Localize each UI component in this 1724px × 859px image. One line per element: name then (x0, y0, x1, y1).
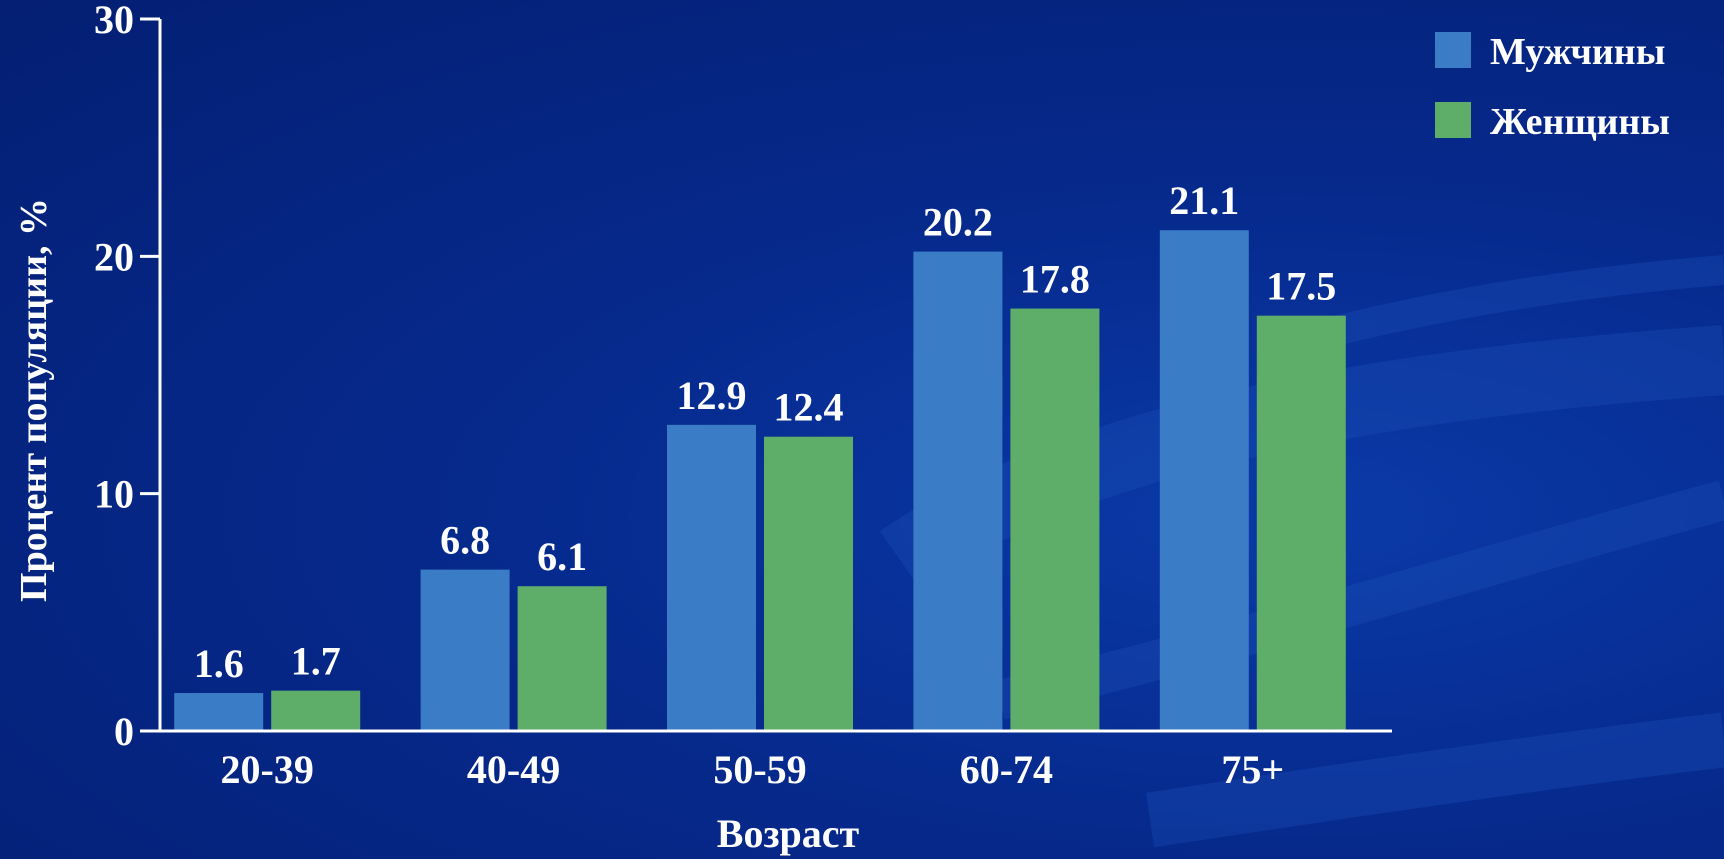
bar-women-2 (517, 586, 607, 731)
data-label: 6.8 (440, 518, 490, 563)
x-tick-label: 50-59 (713, 747, 806, 792)
x-tick-label: 20-39 (221, 747, 314, 792)
x-tick-label: 40-49 (467, 747, 560, 792)
y-tick-label: 20 (94, 234, 134, 279)
bar-men-2 (420, 569, 510, 731)
data-label: 12.9 (677, 373, 747, 418)
bar-men-4 (913, 251, 1003, 731)
data-label: 1.7 (291, 639, 341, 684)
bars (174, 230, 1346, 731)
legend-label-men: Мужчины (1490, 31, 1665, 73)
x-tick-labels: 20-39 40-49 50-59 60-74 75+ (221, 747, 1285, 792)
data-label: 6.1 (537, 534, 587, 579)
legend-swatch-men (1435, 32, 1471, 68)
y-tick-label: 0 (114, 709, 134, 754)
x-axis-label: Возраст (717, 811, 860, 856)
y-axis-label: Процент популяции, % (13, 198, 55, 602)
x-tick-label: 60-74 (960, 747, 1053, 792)
data-label: 1.6 (194, 641, 244, 686)
bar-men-1 (174, 693, 264, 731)
bar-men-3 (667, 424, 756, 731)
bar-women-1 (271, 690, 361, 731)
bar-men-5 (1159, 230, 1249, 731)
data-label: 12.4 (774, 385, 844, 430)
x-tick-label: 75+ (1221, 747, 1284, 792)
legend-swatch-women (1435, 102, 1471, 138)
data-label: 17.5 (1266, 264, 1336, 309)
y-tick-label: 30 (94, 0, 134, 42)
legend-label-women: Женщины (1490, 101, 1670, 143)
y-tick-label: 10 (94, 472, 134, 517)
data-label: 21.1 (1169, 178, 1239, 223)
bar-women-3 (764, 436, 853, 731)
data-labels: 1.6 1.7 6.8 6.1 12.9 12.4 20.2 17.8 21.1 17.5 (194, 178, 1337, 686)
data-label: 20.2 (923, 200, 993, 245)
y-ticks: 0 10 20 30 (94, 0, 160, 754)
data-label: 17.8 (1020, 257, 1090, 302)
plot-area: 1.6 1.7 6.8 6.1 12.9 12.4 20.2 17.8 21.1 17.5 0 10… (94, 0, 1392, 792)
bar-women-5 (1256, 315, 1346, 731)
legend: Мужчины Женщины (1435, 31, 1670, 143)
bar-women-4 (1010, 308, 1100, 731)
